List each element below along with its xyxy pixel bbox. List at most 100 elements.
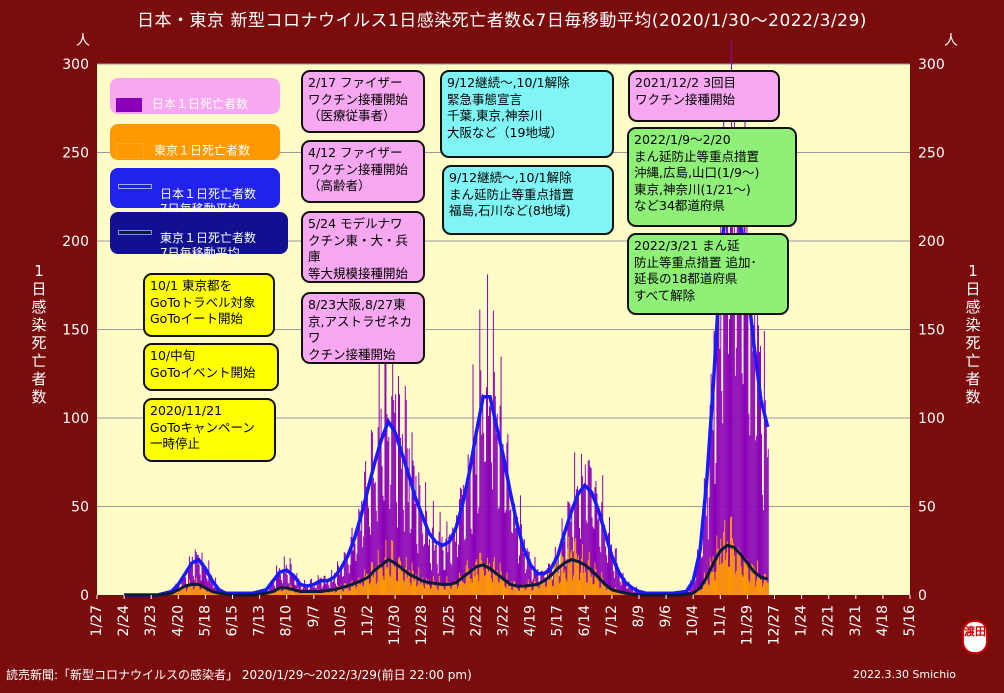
japan-bar — [407, 502, 409, 595]
japan-bar — [311, 584, 313, 595]
tokyo-bar — [359, 584, 361, 595]
japan-bar — [393, 400, 395, 595]
tokyo-bar — [600, 587, 602, 595]
tokyo-bar — [277, 590, 279, 595]
japan-bar — [596, 493, 598, 595]
japan-bar — [427, 526, 429, 595]
japan-bar — [695, 580, 697, 595]
tokyo-bar — [565, 578, 567, 595]
japan-bar — [506, 442, 508, 595]
japan-bar — [592, 526, 594, 595]
japan-bar — [615, 548, 617, 595]
tokyo-bar — [293, 591, 295, 595]
tokyo-bar — [716, 535, 718, 595]
tokyo-bar — [715, 571, 717, 595]
tokyo-bar — [548, 572, 550, 595]
tokyo-bar — [717, 549, 719, 595]
tokyo-bar — [458, 585, 460, 595]
japan-bar — [612, 570, 614, 595]
japan-bar — [269, 585, 271, 595]
japan-bar — [762, 510, 764, 595]
japan-bar — [408, 448, 410, 595]
tokyo-bar — [214, 593, 216, 595]
tokyo-bar — [451, 587, 453, 595]
x-tick-label: 5/18 — [197, 605, 213, 636]
tokyo-bar — [286, 589, 288, 595]
japan-bar — [478, 507, 480, 595]
tokyo-bar — [751, 563, 753, 595]
japan-bar — [388, 436, 390, 595]
tokyo-bar — [491, 582, 493, 595]
tokyo-bar — [420, 584, 422, 595]
tokyo-bar — [413, 580, 415, 595]
japan-bar — [448, 536, 450, 595]
tokyo-bar — [532, 589, 534, 595]
japan-bar — [725, 302, 727, 595]
japan-bar — [728, 353, 730, 595]
tokyo-bar — [537, 587, 539, 595]
japan-bar — [205, 569, 207, 595]
japan-bar — [438, 531, 440, 595]
japan-bar — [375, 510, 377, 595]
tokyo-bar — [211, 591, 213, 595]
tokyo-bar — [346, 588, 348, 595]
tokyo-bar — [276, 588, 278, 595]
tokyo-bar — [187, 588, 189, 595]
japan-bar — [481, 434, 483, 595]
japan-bar — [190, 566, 192, 595]
x-tick-label: 11/29 — [739, 605, 755, 645]
tokyo-bar — [593, 584, 595, 595]
japan-bar — [585, 520, 587, 595]
japan-bar — [529, 559, 531, 595]
tokyo-bar — [739, 550, 741, 595]
tokyo-bar — [383, 579, 385, 595]
japan-bar — [718, 296, 720, 595]
japan-bar — [356, 553, 358, 595]
tokyo-bar — [489, 571, 491, 595]
japan-bar — [334, 573, 336, 595]
tokyo-bar — [184, 587, 186, 595]
japan-bar — [597, 519, 599, 595]
tokyo-bar — [284, 588, 286, 595]
tokyo-bar — [430, 587, 432, 595]
tokyo-bar — [471, 582, 473, 595]
tokyo-bar — [440, 584, 442, 595]
tokyo-bar — [605, 583, 607, 595]
japan-bar — [184, 573, 186, 595]
japan-bar — [397, 527, 399, 595]
tokyo-bar — [541, 582, 543, 595]
japan-bar — [508, 479, 510, 595]
japan-bar — [733, 97, 735, 596]
tokyo-bar — [182, 585, 184, 595]
japan-bar — [580, 453, 582, 595]
y-tick-left: 50 — [71, 500, 89, 516]
japan-bar — [629, 584, 631, 595]
tokyo-bar — [404, 567, 406, 595]
japan-bar — [717, 271, 719, 595]
tokyo-bar — [504, 586, 506, 595]
japan-bar — [588, 459, 590, 595]
japan-bar — [374, 482, 376, 595]
japan-bar — [607, 562, 609, 595]
tokyo-bar — [559, 582, 561, 595]
japan-bar — [749, 435, 751, 595]
japan-bar — [410, 528, 412, 595]
tokyo-bar — [206, 592, 208, 595]
japan-bar — [720, 212, 722, 595]
y-tick-right: 100 — [918, 411, 945, 427]
tokyo-bar — [321, 592, 323, 595]
japan-bar — [581, 475, 583, 595]
tokyo-bar — [530, 587, 532, 595]
japan-bar — [584, 464, 586, 595]
tokyo-bar — [330, 589, 332, 595]
tokyo-bar — [507, 582, 509, 595]
japan-bar — [422, 533, 424, 595]
japan-bar — [179, 588, 181, 595]
tokyo-bar — [727, 541, 729, 595]
tokyo-bar — [339, 588, 341, 595]
japan-bar — [425, 482, 427, 595]
tokyo-bar — [379, 563, 381, 595]
tokyo-bar — [186, 591, 188, 595]
tokyo-bar — [476, 558, 478, 595]
japan-bar — [364, 471, 366, 595]
